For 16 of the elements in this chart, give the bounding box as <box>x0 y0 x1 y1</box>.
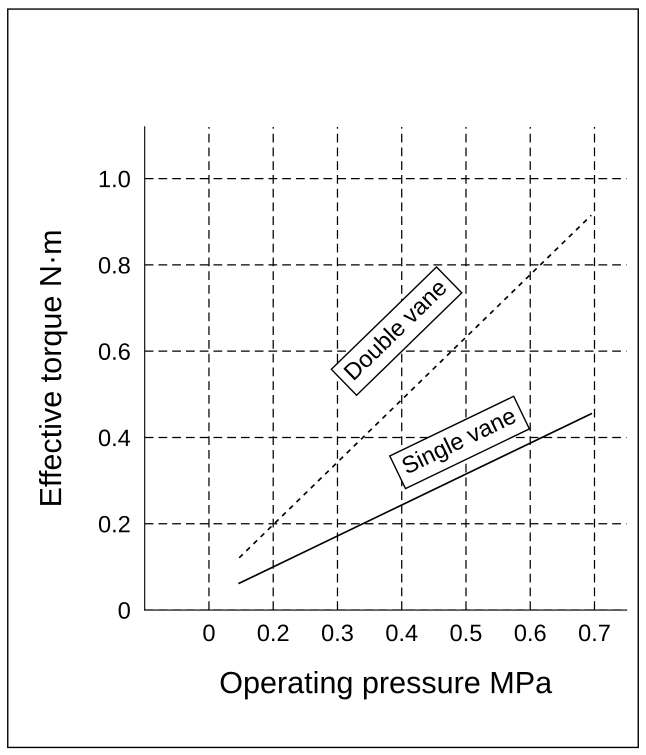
y-tick-label: 0.6 <box>98 343 130 360</box>
y-tick-label: 1.0 <box>100 170 130 188</box>
x-tick-label: 0.4 <box>386 624 418 642</box>
y-tick-label: 0.4 <box>98 430 130 446</box>
y-tick-label: 0.2 <box>98 516 130 533</box>
y-axis-title: Effective torque N·m <box>38 231 68 505</box>
x-tick-label: 0.5 <box>450 624 482 642</box>
x-tick-label: 0.6 <box>514 624 546 642</box>
x-axis-title: Operating pressure MPa <box>220 670 552 700</box>
x-tick-label: 0.2 <box>258 624 288 642</box>
y-tick-label: 0.8 <box>98 256 130 274</box>
x-tick-label: 0.3 <box>322 624 353 642</box>
x-tick-label: 0.7 <box>579 624 610 642</box>
x-tick-label: 0 <box>203 624 215 642</box>
text: Single vane <box>400 406 520 479</box>
y-tick-label: 0 <box>118 602 130 619</box>
